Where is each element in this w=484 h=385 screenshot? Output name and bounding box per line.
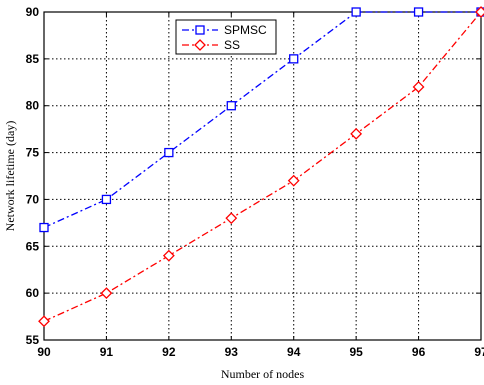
point-marker-spmsc	[164, 147, 174, 158]
series-line-ss	[43, 11, 482, 322]
x-tick-label: 90	[37, 345, 51, 359]
plot-area-frame	[43, 11, 482, 341]
point-marker-ss	[350, 127, 363, 140]
point-marker-spmsc	[289, 54, 299, 64]
x-axis-title: Number of nodes	[221, 367, 305, 381]
point-marker-ss	[100, 287, 113, 300]
y-tick-label: 80	[26, 99, 40, 113]
legend: SPMSC SS	[175, 19, 277, 55]
point-marker-spmsc	[351, 7, 361, 17]
axis-ticks: 90 91 92 93 94 95 96 97 55 60 65 70 75 80 85 90	[26, 5, 484, 359]
y-tick-label: 70	[26, 192, 40, 206]
x-tick-label: 95	[349, 345, 363, 359]
point-marker-ss	[225, 212, 238, 225]
legend-label-ss: SS	[224, 38, 240, 52]
y-tick-label: 85	[26, 52, 40, 66]
x-tick-label: 96	[412, 345, 426, 359]
point-marker-spmsc	[226, 101, 236, 111]
point-marker-spmsc	[413, 7, 424, 17]
legend-marker-square	[195, 25, 205, 35]
point-marker-ss	[287, 174, 300, 187]
series-lines	[38, 6, 484, 328]
point-marker-ss	[412, 81, 425, 93]
y-tick-label: 60	[26, 286, 40, 300]
point-marker-ss	[38, 315, 50, 328]
y-tick-label: 65	[26, 239, 40, 253]
y-axis-title: Network lifetime (day)	[3, 121, 17, 232]
x-tick-label: 92	[162, 345, 176, 359]
x-tick-label: 91	[100, 345, 114, 359]
y-tick-label: 90	[26, 5, 40, 19]
y-tick-label: 75	[26, 146, 40, 160]
x-tick-label: 93	[225, 345, 239, 359]
x-tick-label: 97	[474, 345, 484, 359]
y-tick-label: 55	[26, 333, 40, 347]
point-marker-ss	[475, 6, 484, 18]
legend-box	[175, 19, 277, 55]
point-marker-spmsc	[101, 194, 112, 205]
point-marker-ss	[162, 249, 175, 262]
x-tick-label: 94	[287, 345, 301, 359]
legend-marker-diamond	[194, 39, 206, 51]
legend-label-spmsc: SPMSC	[224, 23, 267, 37]
series-line-spmsc	[43, 11, 481, 229]
point-marker-spmsc	[39, 222, 49, 233]
